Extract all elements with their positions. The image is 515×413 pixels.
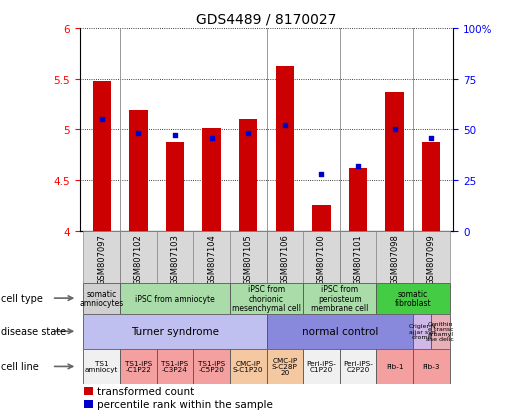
Bar xyxy=(129,111,147,231)
Bar xyxy=(376,349,413,384)
Point xyxy=(244,131,252,138)
Bar xyxy=(230,283,303,314)
Bar xyxy=(267,231,303,283)
Text: GSM807105: GSM807105 xyxy=(244,234,253,285)
Bar xyxy=(93,81,111,231)
Text: percentile rank within the sample: percentile rank within the sample xyxy=(97,399,272,409)
Bar xyxy=(267,349,303,384)
Point xyxy=(390,127,399,133)
Text: normal control: normal control xyxy=(302,326,378,337)
Text: Turner syndrome: Turner syndrome xyxy=(131,326,219,337)
Title: GDS4489 / 8170027: GDS4489 / 8170027 xyxy=(196,12,337,26)
Point xyxy=(281,123,289,129)
Text: Crigler-N
ajjar syn
drome: Crigler-N ajjar syn drome xyxy=(408,323,436,339)
Point xyxy=(134,131,143,138)
Bar xyxy=(157,349,193,384)
Text: transformed count: transformed count xyxy=(97,386,194,396)
Text: GSM807103: GSM807103 xyxy=(170,234,180,285)
Text: somatic
amniocytes: somatic amniocytes xyxy=(80,289,124,308)
Text: GSM807106: GSM807106 xyxy=(280,234,289,285)
Bar xyxy=(376,231,413,283)
Bar xyxy=(120,349,157,384)
Text: GSM807101: GSM807101 xyxy=(353,234,363,285)
Bar xyxy=(431,314,450,349)
Point xyxy=(354,163,362,170)
Text: somatic
fibroblast: somatic fibroblast xyxy=(394,289,431,308)
Text: Peri-iPS-
C2P20: Peri-iPS- C2P20 xyxy=(343,361,373,373)
Point xyxy=(171,133,179,140)
Text: CMC-iP
S-C28P
20: CMC-iP S-C28P 20 xyxy=(272,358,298,375)
Text: iPSC from amniocyte: iPSC from amniocyte xyxy=(135,294,215,303)
Bar xyxy=(303,283,376,314)
Text: GSM807102: GSM807102 xyxy=(134,234,143,285)
Text: TS1-iPS
-C3P24: TS1-iPS -C3P24 xyxy=(161,361,188,373)
Bar xyxy=(202,129,221,231)
Bar xyxy=(312,206,331,231)
Text: GSM807099: GSM807099 xyxy=(427,234,436,285)
Text: disease state: disease state xyxy=(1,326,66,337)
Text: CMC-iP
S-C1P20: CMC-iP S-C1P20 xyxy=(233,361,264,373)
Bar xyxy=(413,349,450,384)
Bar xyxy=(303,231,340,283)
Text: GSM807104: GSM807104 xyxy=(207,234,216,285)
Text: GSM807098: GSM807098 xyxy=(390,234,399,285)
Text: iPSC from
chorionic
mesenchymal cell: iPSC from chorionic mesenchymal cell xyxy=(232,284,301,313)
Point xyxy=(427,135,435,142)
Bar xyxy=(303,349,340,384)
Text: TS1-iPS
-C5P20: TS1-iPS -C5P20 xyxy=(198,361,225,373)
Bar xyxy=(193,349,230,384)
Bar xyxy=(413,314,431,349)
Bar xyxy=(267,314,413,349)
Bar xyxy=(230,349,267,384)
Text: Ornithin
e transc
arbamyl
ase delic: Ornithin e transc arbamyl ase delic xyxy=(426,321,454,342)
Point xyxy=(317,171,325,178)
Bar xyxy=(83,314,267,349)
Bar xyxy=(349,169,367,231)
Text: cell line: cell line xyxy=(1,361,39,372)
Bar xyxy=(120,231,157,283)
Point xyxy=(208,135,216,142)
Bar xyxy=(166,142,184,231)
Text: TS1-iPS
-C1P22: TS1-iPS -C1P22 xyxy=(125,361,152,373)
Bar xyxy=(83,349,120,384)
Bar xyxy=(193,231,230,283)
Bar xyxy=(276,66,294,231)
Bar xyxy=(386,93,404,231)
Bar xyxy=(120,283,230,314)
Bar xyxy=(83,231,120,283)
Text: iPSC from
periosteum
membrane cell: iPSC from periosteum membrane cell xyxy=(311,284,368,313)
Bar xyxy=(239,120,258,231)
Bar xyxy=(340,349,376,384)
Bar xyxy=(83,283,120,314)
Bar xyxy=(413,231,450,283)
Text: Fib-1: Fib-1 xyxy=(386,363,403,370)
Text: Fib-3: Fib-3 xyxy=(422,363,440,370)
Bar xyxy=(340,231,376,283)
Text: cell type: cell type xyxy=(1,293,43,304)
Bar xyxy=(422,142,440,231)
Point xyxy=(98,116,106,123)
Bar xyxy=(83,400,93,408)
Bar xyxy=(230,231,267,283)
Bar xyxy=(157,231,193,283)
Text: GSM807100: GSM807100 xyxy=(317,234,326,285)
Bar xyxy=(376,283,450,314)
Text: GSM807097: GSM807097 xyxy=(97,234,106,285)
Text: Peri-iPS-
C1P20: Peri-iPS- C1P20 xyxy=(306,361,336,373)
Bar xyxy=(83,387,93,395)
Text: TS1
amniocyt: TS1 amniocyt xyxy=(85,361,118,373)
